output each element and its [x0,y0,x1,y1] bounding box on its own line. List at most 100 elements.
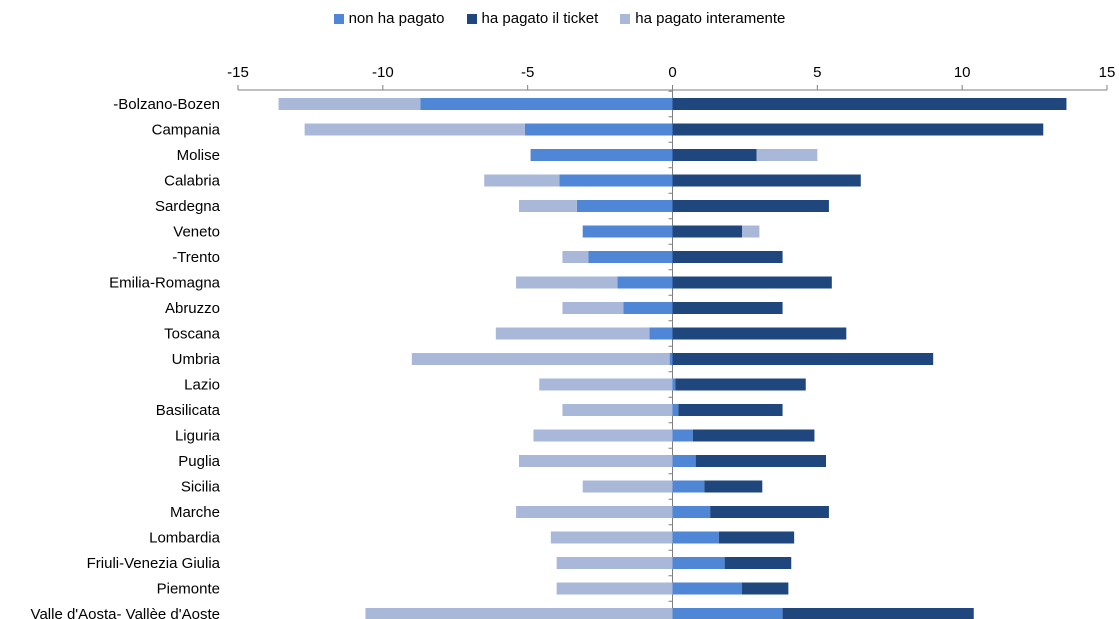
category-label-molise: Molise [177,147,220,164]
bar-non-ha-pagato-toscana [649,327,673,340]
bar-ha-pagato-il-ticket-valle-d-aosta-vallee-d-aoste [782,608,974,619]
bar-ha-pagato-interamente-abruzzo [562,302,624,314]
legend-item-ha-pagato-il-ticket: ha pagato il ticket [466,10,599,27]
bar-ha-pagato-interamente-puglia [518,455,673,467]
category-label-friuli-venezia-giulia: Friuli-Venezia Giulia [87,555,221,572]
bar-ha-pagato-interamente-friuli-venezia-giulia [556,557,673,569]
bar-ha-pagato-interamente-toscana [495,327,650,340]
bars [278,98,1067,619]
legend-label-ha-pagato-il-ticket: ha pagato il ticket [481,10,599,27]
bar-non-ha-pagato-calabria [559,174,673,187]
bar-ha-pagato-il-ticket-bolzano-bozen [672,98,1067,110]
bar-non-ha-pagato-campania [524,123,673,136]
category-label-calabria: Calabria [164,173,221,190]
bar-non-ha-pagato-molise [530,149,673,161]
legend-item-non-ha-pagato: non ha pagato [333,10,445,27]
legend-swatch-non-ha-pagato [333,13,344,24]
category-label-veneto: Veneto [173,224,220,241]
bar-non-ha-pagato-sardegna [576,200,673,212]
bar-ha-pagato-interamente-campania [304,123,525,136]
category-label-umbria: Umbria [172,351,221,368]
category-label-trento: -Trento [172,249,220,266]
category-label-sardegna: Sardegna [155,198,221,215]
bar-non-ha-pagato-lazio [672,378,676,391]
bar-ha-pagato-interamente-liguria [533,429,673,442]
category-label-toscana: Toscana [164,326,221,343]
x-tick-label: 10 [954,64,971,81]
legend-label-non-ha-pagato: non ha pagato [348,10,445,27]
category-labels: -Bolzano-Bozen Campania Molise Calabria Sard… [31,96,221,619]
bar-ha-pagato-il-ticket-veneto [672,225,743,238]
category-label-sicilia: Sicilia [181,479,221,496]
bar-ha-pagato-interamente-emilia-romagna [516,276,618,289]
bar-ha-pagato-il-ticket-liguria [692,429,815,442]
bar-ha-pagato-il-ticket-piemonte [742,582,789,595]
bar-ha-pagato-il-ticket-emilia-romagna [672,276,832,289]
bar-ha-pagato-interamente-molise [756,149,818,161]
legend-swatch-ha-pagato-interamente [620,13,631,24]
legend-item-ha-pagato-interamente: ha pagato interamente [620,10,785,27]
bar-non-ha-pagato-piemonte [672,582,743,595]
bar-ha-pagato-il-ticket-marche [710,506,829,518]
category-label-basilicata: Basilicata [156,402,221,419]
legend-label-ha-pagato-interamente: ha pagato interamente [635,10,786,27]
bar-non-ha-pagato-liguria [672,429,693,442]
bar-ha-pagato-interamente-lombardia [550,531,673,544]
category-label-valle-d-aosta-vallee-d-aoste: Valle d'Aosta- Vallèe d'Aoste [31,606,220,619]
bar-ha-pagato-il-ticket-friuli-venezia-giulia [724,557,792,569]
x-tick-label: -5 [521,64,534,81]
category-label-campania: Campania [152,122,221,139]
category-label-emilia-romagna: Emilia-Romagna [109,275,221,292]
bar-ha-pagato-interamente-lazio [539,378,673,391]
bar-non-ha-pagato-basilicata [672,404,679,416]
bar-ha-pagato-il-ticket-sicilia [704,480,763,493]
bar-ha-pagato-interamente-calabria [484,174,560,187]
category-label-abruzzo: Abruzzo [165,300,220,317]
bar-ha-pagato-il-ticket-umbria [672,353,934,365]
bar-non-ha-pagato-abruzzo [623,302,673,314]
bar-ha-pagato-interamente-veneto [742,225,760,238]
x-tick-label: 0 [668,64,676,81]
bar-ha-pagato-il-ticket-lazio [675,378,806,391]
category-label-puglia: Puglia [178,453,220,470]
bar-ha-pagato-interamente-trento [562,251,589,263]
bar-non-ha-pagato-trento [588,251,673,263]
x-tick-label: -15 [227,64,249,81]
category-label-piemonte: Piemonte [157,581,220,598]
bar-ha-pagato-interamente-umbria [411,353,670,365]
category-label-lombardia: Lombardia [149,530,221,547]
x-tick-label: 5 [813,64,821,81]
bar-ha-pagato-il-ticket-puglia [695,455,827,467]
bar-non-ha-pagato-bolzano-bozen [420,98,673,110]
bar-non-ha-pagato-veneto [582,225,673,238]
category-label-liguria: Liguria [175,428,221,445]
bar-non-ha-pagato-lombardia [672,531,719,544]
category-label-bolzano-bozen: -Bolzano-Bozen [113,96,220,113]
bar-ha-pagato-il-ticket-trento [672,251,783,263]
category-label-marche: Marche [170,504,220,521]
bar-non-ha-pagato-friuli-venezia-giulia [672,557,725,569]
bar-ha-pagato-interamente-valle-d-aosta-vallee-d-aoste [365,608,673,619]
category-label-lazio: Lazio [184,377,220,394]
bar-ha-pagato-interamente-piemonte [556,582,673,595]
bar-non-ha-pagato-marche [672,506,711,518]
legend-swatch-ha-pagato-il-ticket [466,13,477,24]
bar-ha-pagato-interamente-basilicata [562,404,673,416]
bar-non-ha-pagato-valle-d-aosta-vallee-d-aoste [672,608,783,619]
chart-legend: non ha pagato ha pagato il ticket ha pag… [0,10,1119,27]
bar-ha-pagato-il-ticket-molise [672,149,757,161]
bar-non-ha-pagato-puglia [672,455,696,467]
bar-ha-pagato-il-ticket-calabria [672,174,861,187]
bar-ha-pagato-il-ticket-sardegna [672,200,829,212]
x-tick-label: -10 [372,64,394,81]
bar-ha-pagato-interamente-bolzano-bozen [278,98,421,110]
bar-ha-pagato-il-ticket-basilicata [678,404,783,416]
bar-ha-pagato-il-ticket-lombardia [718,531,795,544]
bar-non-ha-pagato-umbria [669,353,673,365]
bar-ha-pagato-il-ticket-campania [672,123,1044,136]
bar-ha-pagato-il-ticket-toscana [672,327,847,340]
bar-ha-pagato-il-ticket-abruzzo [672,302,783,314]
bar-ha-pagato-interamente-sicilia [582,480,673,493]
bar-ha-pagato-interamente-sardegna [518,200,577,212]
